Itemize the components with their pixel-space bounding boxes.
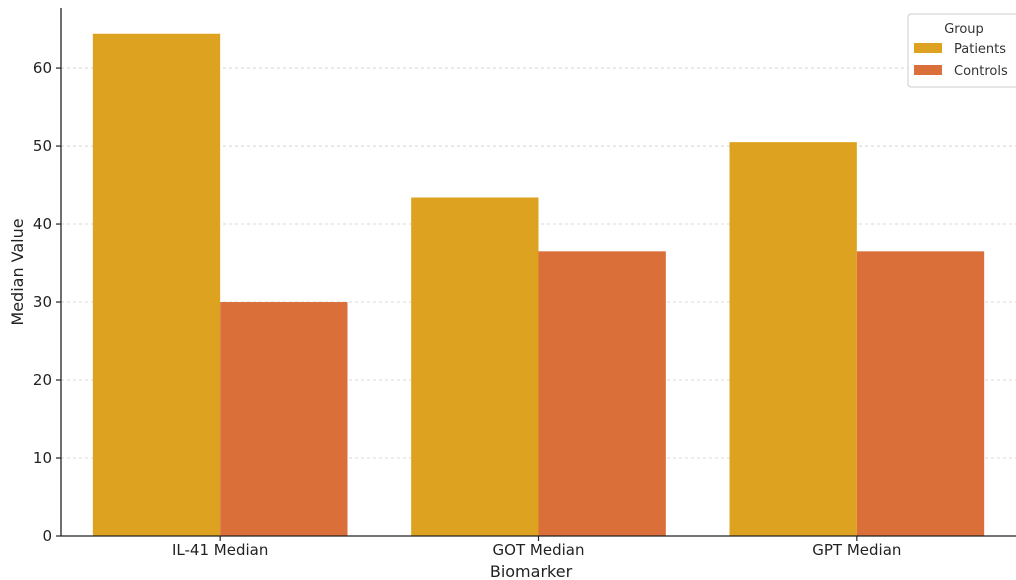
y-tick-label: 60: [33, 59, 52, 77]
y-tick-label: 10: [33, 449, 52, 467]
y-tick-label: 30: [33, 293, 52, 311]
bar-controls: [856, 251, 985, 537]
legend: Group Patients Controls: [907, 13, 1016, 88]
x-axis-ticks: IL-41 Median GOT Median GPT Median: [172, 536, 901, 559]
y-tick-label: 0: [42, 527, 52, 545]
legend-label: Patients: [954, 42, 1006, 57]
legend-label: Controls: [954, 64, 1008, 79]
bar-patients: [729, 142, 857, 536]
bar-patients: [92, 33, 221, 537]
x-tick-label: GPT Median: [812, 541, 901, 559]
legend-title: Group: [944, 22, 984, 37]
y-tick-label: 20: [33, 371, 52, 389]
y-tick-label: 40: [33, 215, 52, 233]
bar-controls: [538, 251, 666, 537]
legend-swatch: [914, 65, 942, 75]
x-tick-label: IL-41 Median: [172, 541, 268, 559]
y-axis-title: Median Value: [8, 218, 27, 325]
x-axis-title: Biomarker: [490, 562, 573, 580]
y-tick-label: 50: [33, 137, 52, 155]
bar-patients: [411, 197, 539, 536]
x-tick-label: GOT Median: [493, 541, 585, 559]
legend-swatch: [914, 43, 942, 53]
bars: [92, 33, 985, 537]
y-axis-ticks: 0 10 20 30 40 50 60: [33, 59, 61, 545]
legend-items: Patients Controls: [914, 42, 1008, 79]
bar-controls: [220, 302, 348, 536]
